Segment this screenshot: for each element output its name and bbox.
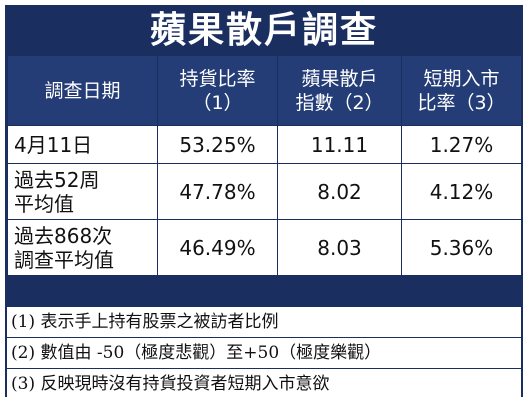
header-entry-ratio-text: 短期入市 比率（3） (417, 67, 506, 114)
table-row: 4月11日 53.25% 11.11 1.27% (7, 125, 522, 164)
footnote-1: (1) 表示手上持有股票之被訪者比例 (7, 306, 521, 337)
header-retail-index-text: 蘋果散戶 指數（2） (295, 67, 384, 114)
cell-holding-ratio: 53.25% (157, 125, 278, 164)
cell-holding-ratio: 47.78% (157, 163, 278, 220)
row-label-text: 過去868次 調查平均值 (14, 223, 114, 272)
header-holding-ratio: 持貨比率 （1） (157, 55, 278, 126)
cell-entry-ratio: 4.12% (401, 163, 522, 220)
header-row: 調查日期 持貨比率 （1） 蘋果散戶 指數（2） 短期入市 比率（3） (7, 55, 522, 126)
cell-retail-index: 11.11 (277, 125, 402, 164)
header-entry-ratio: 短期入市 比率（3） (401, 55, 522, 126)
cell-entry-ratio: 1.27% (401, 125, 522, 164)
cell-retail-index: 8.02 (277, 163, 402, 220)
table-row: 過去52周 平均值 47.78% 8.02 4.12% (7, 163, 522, 220)
header-holding-ratio-text: 持貨比率 （1） (179, 67, 256, 114)
footnote-2: (2) 數值由 -50（極度悲觀）至+50（極度樂觀） (7, 337, 521, 368)
row-label: 過去868次 調查平均值 (7, 219, 158, 276)
header-retail-index: 蘋果散戶 指數（2） (277, 55, 402, 126)
table-row: 過去868次 調查平均值 46.49% 8.03 5.36% (7, 219, 522, 276)
footnote-3: (3) 反映現時沒有持貨投資者短期入市意欲 (7, 368, 521, 399)
header-date: 調查日期 (7, 55, 158, 126)
row-label-text: 過去52周 平均值 (14, 167, 100, 216)
row-label: 過去52周 平均值 (7, 163, 158, 220)
panel-title: 蘋果散戶調查 (7, 7, 521, 55)
row-label: 4月11日 (7, 125, 158, 164)
cell-entry-ratio: 5.36% (401, 219, 522, 276)
cell-holding-ratio: 46.49% (157, 219, 278, 276)
cell-retail-index: 8.03 (277, 219, 402, 276)
footnotes: (1) 表示手上持有股票之被訪者比例 (2) 數值由 -50（極度悲觀）至+50… (7, 306, 521, 399)
survey-panel: 蘋果散戶調查 調查日期 持貨比率 （1） 蘋果散戶 指數（2） 短期入市 比率（… (5, 5, 523, 399)
survey-table: 調查日期 持貨比率 （1） 蘋果散戶 指數（2） 短期入市 比率（3） 4月11… (7, 55, 522, 276)
